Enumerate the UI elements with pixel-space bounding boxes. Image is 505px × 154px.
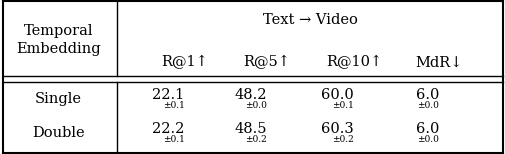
Text: Text → Video: Text → Video xyxy=(263,13,357,27)
Text: Single: Single xyxy=(35,92,82,106)
Text: ±0.2: ±0.2 xyxy=(332,135,354,144)
Text: ±0.1: ±0.1 xyxy=(332,101,354,110)
Text: 60.0: 60.0 xyxy=(321,88,354,102)
Text: ±0.2: ±0.2 xyxy=(244,135,266,144)
Text: ±0.1: ±0.1 xyxy=(163,101,184,110)
Text: Double: Double xyxy=(32,126,85,140)
Text: R@10↑: R@10↑ xyxy=(325,55,382,69)
Text: ±0.0: ±0.0 xyxy=(244,101,266,110)
Text: Temporal
Embedding: Temporal Embedding xyxy=(16,24,101,56)
Text: 48.2: 48.2 xyxy=(234,88,266,102)
Text: 6.0: 6.0 xyxy=(415,122,438,136)
Text: 60.3: 60.3 xyxy=(321,122,354,136)
Text: 22.2: 22.2 xyxy=(152,122,184,136)
Text: ±0.0: ±0.0 xyxy=(417,101,438,110)
Text: 6.0: 6.0 xyxy=(415,88,438,102)
Text: MdR↓: MdR↓ xyxy=(415,55,462,69)
Text: ±0.1: ±0.1 xyxy=(163,135,184,144)
Text: 48.5: 48.5 xyxy=(234,122,266,136)
Text: R@1↑: R@1↑ xyxy=(161,55,208,69)
Text: ±0.0: ±0.0 xyxy=(417,135,438,144)
Text: 22.1: 22.1 xyxy=(152,88,184,102)
Text: R@5↑: R@5↑ xyxy=(243,55,289,69)
